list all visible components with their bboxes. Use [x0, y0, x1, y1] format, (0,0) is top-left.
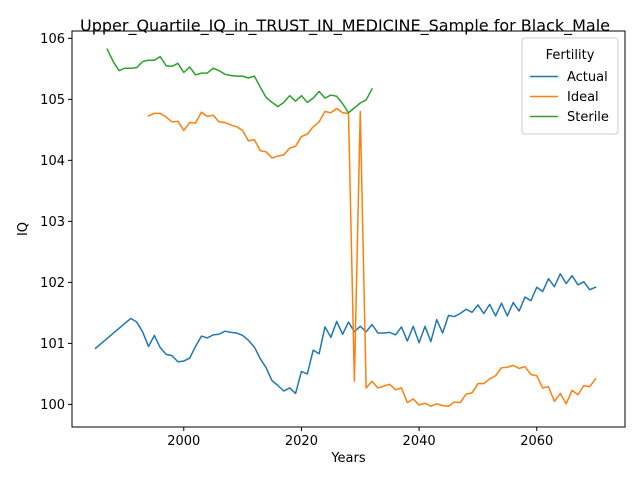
legend-label-actual: Actual — [567, 70, 608, 85]
legend-label-ideal: Ideal — [567, 90, 599, 105]
series-line-actual — [94, 273, 597, 395]
x-tick-label: 2060 — [520, 434, 553, 449]
y-tick-label: 100 — [40, 398, 65, 413]
y-axis-label: IQ — [16, 222, 31, 236]
x-tick-label: 2000 — [167, 434, 200, 449]
legend-box — [521, 37, 619, 135]
y-tick-label: 103 — [40, 215, 65, 230]
plot-area — [94, 48, 597, 407]
legend-items: Actual Ideal Sterile — [530, 70, 609, 125]
y-tick-label: 104 — [40, 154, 65, 169]
series-line-sterile — [106, 48, 374, 114]
legend-label-sterile: Sterile — [567, 110, 609, 125]
legend: Fertility Actual Ideal Sterile — [521, 37, 619, 135]
legend-title: Fertility — [546, 48, 595, 63]
y-tick-label: 102 — [40, 276, 65, 291]
plot-frame — [71, 30, 626, 428]
chart-title: Upper_Quartile_IQ_in_TRUST_IN_MEDICINE_S… — [80, 16, 610, 36]
y-tick-label: 105 — [40, 93, 65, 108]
y-tick-label: 106 — [40, 32, 65, 47]
series-line-ideal — [147, 107, 597, 407]
y-tick-label: 101 — [40, 337, 65, 352]
x-tick-label: 2040 — [403, 434, 436, 449]
x-tick-label: 2020 — [285, 434, 318, 449]
x-axis-label: Years — [330, 451, 366, 466]
x-axis: 2000 2020 2040 2060 — [167, 427, 553, 449]
y-axis: 100 101 102 103 104 105 106 — [40, 32, 72, 413]
